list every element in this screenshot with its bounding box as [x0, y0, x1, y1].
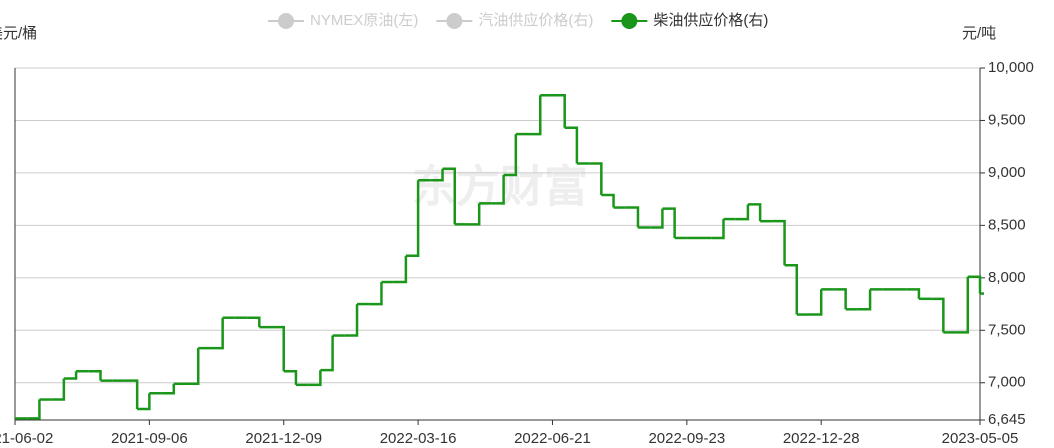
- line-step: [344, 304, 359, 337]
- line-step: [625, 206, 640, 228]
- line-step: [931, 297, 945, 333]
- line-step: [63, 371, 78, 380]
- line-step: [271, 325, 285, 372]
- x-tick-label: 2021-09-06: [111, 430, 188, 447]
- line-step: [967, 275, 982, 294]
- legend-marker: [278, 13, 294, 29]
- line-step: [857, 289, 872, 311]
- line-step: [186, 348, 200, 386]
- line-step: [955, 276, 970, 334]
- legend-label[interactable]: 柴油供应价格(右): [653, 11, 768, 29]
- legend-label[interactable]: NYMEX原油(左): [310, 12, 418, 29]
- x-tick-label: 2023-05-05: [942, 430, 1019, 447]
- y2-axis-label: 元/吨: [962, 25, 996, 42]
- line-step: [528, 95, 542, 136]
- x-tick-label: 2022-09-23: [648, 430, 725, 447]
- line-step: [564, 126, 579, 164]
- y2-tick-label: 10,000: [988, 59, 1034, 76]
- line-step: [161, 383, 176, 395]
- x-tick-label: 2022-12-28: [783, 430, 860, 447]
- line-step: [369, 282, 383, 306]
- y2-tick-label: 7,000: [988, 374, 1026, 391]
- line-step: [711, 219, 725, 240]
- x-tick-label: 2021-06-02: [0, 430, 53, 447]
- x-tick-label: 2021-12-09: [245, 430, 322, 447]
- legend-marker: [446, 13, 463, 29]
- line-step: [442, 167, 456, 225]
- x-tick-label: 2022-06-21: [514, 430, 591, 447]
- line-step: [650, 208, 664, 229]
- line-step: [772, 219, 786, 266]
- legend-label[interactable]: 汽油供应价格(右): [478, 11, 593, 29]
- line-step: [466, 203, 481, 226]
- y2-tick-label: 9,500: [988, 111, 1026, 128]
- y-axis-label: 美元/桶: [0, 25, 37, 42]
- line-step: [88, 369, 102, 381]
- line-step: [320, 335, 334, 372]
- line-step: [503, 134, 518, 177]
- y2-tick-label: 7,500: [988, 321, 1026, 338]
- line-step: [393, 255, 408, 284]
- line-step: [27, 399, 41, 420]
- line-step: [283, 369, 298, 385]
- line-step: [51, 378, 66, 401]
- line-step: [662, 207, 676, 238]
- y2-tick-label: 8,500: [988, 216, 1026, 233]
- line-step: [405, 180, 420, 258]
- line-step: [808, 289, 823, 316]
- line-step: [308, 370, 322, 387]
- line-step: [735, 204, 750, 221]
- line-step: [137, 393, 151, 411]
- line-step: [747, 203, 762, 222]
- line-step: [430, 168, 444, 182]
- legend-marker: [621, 13, 638, 29]
- line-step: [247, 316, 261, 328]
- line-step: [552, 94, 566, 128]
- line-step: [210, 317, 224, 350]
- y2-tick-label: 8,000: [988, 269, 1026, 286]
- line-step: [589, 162, 603, 195]
- line-step: [124, 379, 139, 409]
- y2-tick-label: 6,645: [988, 411, 1026, 428]
- line-step: [601, 193, 615, 208]
- line-step: [491, 175, 505, 205]
- x-tick-label: 2022-03-16: [380, 430, 457, 447]
- line-step: [784, 263, 799, 315]
- y2-tick-label: 9,000: [988, 164, 1026, 181]
- line-step: [906, 288, 921, 299]
- line-step: [833, 288, 847, 310]
